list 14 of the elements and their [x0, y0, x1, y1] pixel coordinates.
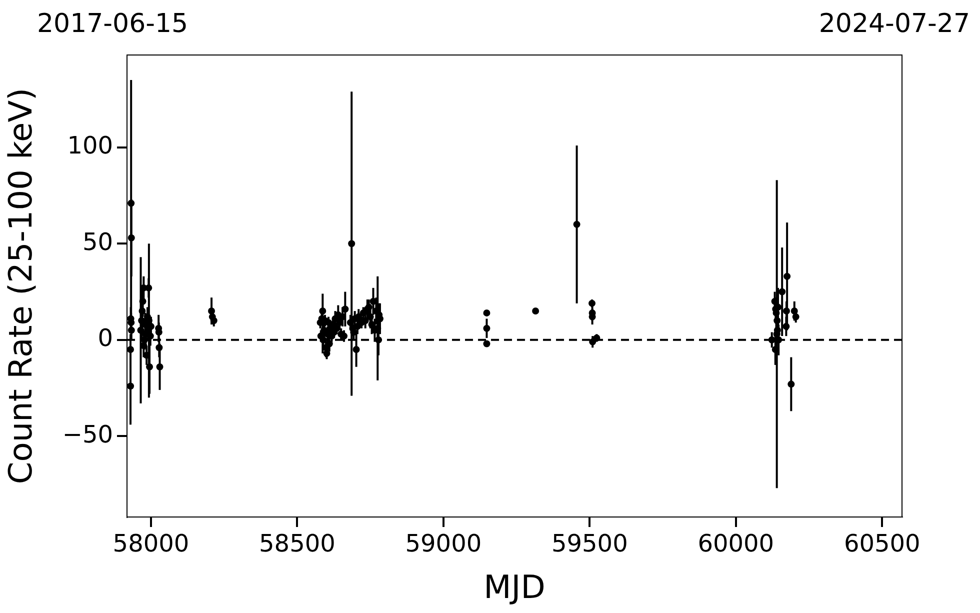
- text: 2024-07-27: [818, 9, 970, 39]
- y-tick-label: 0: [98, 324, 113, 352]
- x-axis-title: MJD: [484, 568, 546, 606]
- x-tick-label: 60000: [698, 530, 774, 558]
- y-axis-title: Count Rate (25-100 keV): [2, 88, 40, 484]
- y-tick-label: 50: [82, 228, 113, 256]
- text: 2017-06-15: [37, 9, 188, 39]
- x-tick-label: 58500: [259, 530, 336, 558]
- x-tick-label: 58000: [112, 530, 190, 558]
- y-tick-label: 100: [67, 132, 113, 160]
- x-tick-label: 60500: [844, 530, 920, 558]
- x-tick-label: 59500: [551, 530, 628, 558]
- y-tick-label: −50: [62, 420, 113, 448]
- x-tick-label: 59000: [405, 530, 482, 558]
